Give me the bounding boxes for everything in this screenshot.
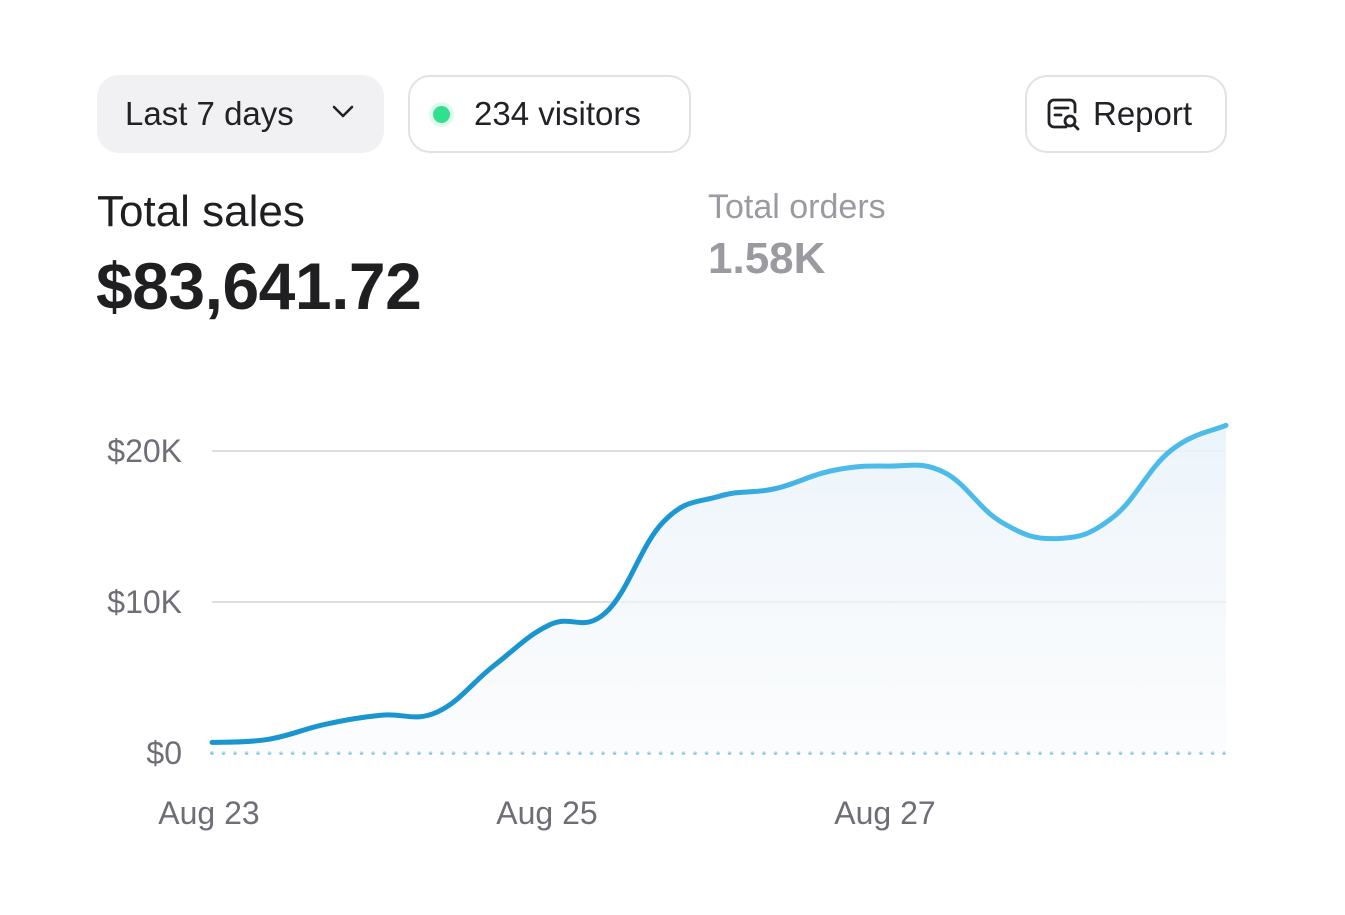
- report-label: Report: [1093, 95, 1193, 132]
- total-sales-value: $83,641.72: [96, 249, 422, 323]
- sales-area-fill: [212, 425, 1226, 753]
- y-tick-label: $0: [146, 735, 182, 771]
- toolbar: Last 7 days 234 visitors Report: [97, 75, 1227, 155]
- report-button[interactable]: Report: [1025, 75, 1227, 153]
- y-tick-label: $20K: [107, 433, 182, 469]
- total-sales-label: Total sales: [97, 187, 305, 236]
- x-tick-label: Aug 23: [158, 795, 259, 831]
- chevron-down-icon: [332, 105, 354, 118]
- date-range-dropdown[interactable]: Last 7 days: [97, 75, 384, 153]
- report-search-icon: [1047, 98, 1080, 131]
- y-tick-label: $10K: [107, 584, 182, 620]
- visitors-label: 234 visitors: [474, 95, 641, 132]
- date-range-label: Last 7 days: [125, 95, 294, 132]
- total-orders-value: 1.58K: [708, 234, 826, 283]
- live-status-dot-icon: [433, 105, 450, 123]
- total-orders-tab[interactable]: Total orders: [708, 188, 886, 226]
- x-tick-label: Aug 27: [834, 795, 935, 831]
- sales-series-line: [209, 422, 1229, 745]
- x-tick-label: Aug 25: [496, 795, 597, 831]
- live-visitors-button[interactable]: 234 visitors: [408, 75, 691, 153]
